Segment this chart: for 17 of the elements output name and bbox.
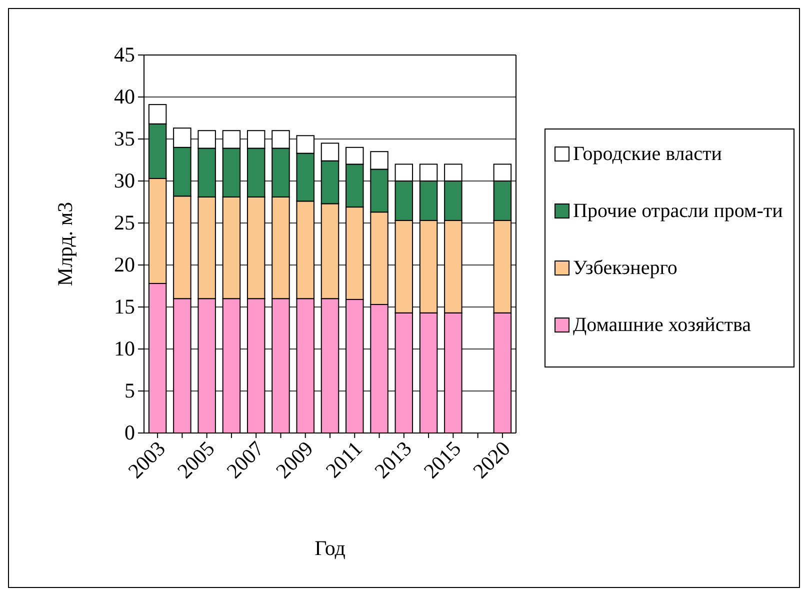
y-tick-label: 25 — [114, 210, 135, 235]
y-tick-label: 0 — [124, 420, 135, 445]
y-axis-title: Млрд. м3 — [53, 202, 77, 286]
y-tick-label: 15 — [114, 294, 135, 319]
y-tick-label: 10 — [114, 336, 135, 361]
y-tick-label: 5 — [124, 378, 135, 403]
y-tick-label: 45 — [114, 42, 135, 67]
x-axis-title: Год — [314, 536, 346, 560]
y-tick-label: 35 — [114, 126, 135, 151]
legend-label: Городские власти — [573, 143, 722, 165]
legend-label: Домашние хозяйства — [573, 314, 752, 336]
y-tick-label: 20 — [114, 252, 135, 277]
y-tick-label: 30 — [114, 168, 135, 193]
legend-label: Прочие отрасли пром-ти — [573, 200, 784, 222]
legend-label: Узбекэнерго — [573, 257, 678, 279]
x-tick-label: 2011 — [320, 436, 368, 483]
y-tick-label: 40 — [114, 84, 135, 109]
